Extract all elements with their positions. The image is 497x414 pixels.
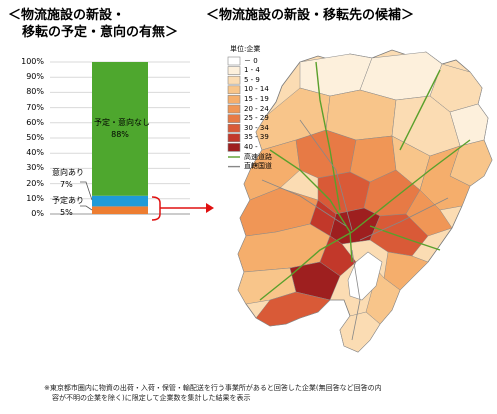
legend-label: 30 - 34: [244, 123, 269, 132]
label-plan-value: 5%: [60, 208, 73, 217]
expressway-4: [369, 225, 441, 251]
legend-swatch: [227, 85, 241, 95]
legend-swatch: [227, 104, 241, 114]
map-region-8: [243, 139, 301, 201]
tokyo-bay: [347, 251, 383, 301]
left-title-line1: ＜物流施設の新設・: [8, 8, 126, 23]
legend-swatch: [227, 114, 241, 123]
legend-label: 35 - 39: [244, 133, 269, 142]
expressway-5: [399, 69, 441, 151]
y-tick-label: 10%: [26, 193, 44, 203]
expressway-2: [259, 231, 353, 301]
map-region-9: [295, 129, 357, 179]
y-tick-label: 20%: [26, 178, 44, 188]
legend-label: 20 - 24: [244, 104, 269, 113]
national-road-2: [299, 119, 353, 231]
legend-label: 1 - 4: [244, 66, 260, 75]
y-tick-label: 0%: [31, 209, 44, 218]
label-no-plan-value: 88%: [111, 130, 129, 139]
legend-label: 10 - 14: [244, 85, 269, 94]
right-title: ＜物流施設の新設・移転先の候補＞: [206, 8, 415, 23]
legend-swatch: [227, 123, 241, 133]
national-road-1: [359, 197, 449, 241]
label-plan: 予定あり: [52, 196, 84, 205]
bar-segment-0: [92, 206, 148, 214]
legend-label: 40 -: [244, 142, 258, 151]
national-road-3: [351, 249, 361, 341]
footnote-line1: ※東京都市圏内に物資の出荷・入荷・保管・輸配送を行う事業所があると回答した企業(…: [44, 384, 382, 392]
y-tick-label: 40%: [26, 148, 44, 158]
y-tick-label: 30%: [26, 163, 44, 173]
legend-swatch: [227, 143, 241, 152]
footnote-line2: 容が不明の企業を除く)に限定して企業数を集計した結果を表示: [52, 394, 251, 402]
legend-label: 25 - 29: [244, 114, 269, 123]
leader-line-intent: [80, 181, 93, 201]
legend-line-label: 直轄国道: [244, 162, 272, 171]
label-no-plan: 予定・意向なし: [94, 118, 150, 127]
map-region-27: [339, 311, 381, 353]
bar-segment-2: [92, 62, 148, 196]
legend-line-label: 高速道路: [244, 152, 272, 161]
expressway-1: [351, 139, 471, 233]
expressway-0: [269, 149, 353, 263]
label-intent-value: 7%: [60, 180, 73, 189]
leader-line-plan: [80, 205, 93, 211]
legend-swatch: [227, 133, 241, 143]
expressway-3: [315, 61, 341, 211]
y-tick-label: 100%: [21, 57, 44, 66]
y-tick-label: 90%: [26, 72, 44, 82]
map-region-5: [325, 89, 397, 141]
legend-swatch: [227, 56, 241, 66]
arrow-head: [206, 203, 214, 213]
legend-swatch: [227, 66, 241, 75]
bracket: [151, 196, 161, 221]
legend-label: 5 - 9: [244, 75, 260, 84]
map-region-21: [319, 235, 357, 277]
legend-swatch: [227, 95, 241, 104]
legend-swatch: [227, 75, 241, 85]
map-region-1: [359, 51, 443, 101]
map-region-24: [255, 291, 331, 327]
y-tick-label: 70%: [26, 102, 44, 112]
national-road-0: [261, 179, 347, 227]
label-intent: 意向あり: [52, 168, 84, 177]
map-region-15: [405, 189, 453, 237]
legend-unit: 単位:企業: [230, 45, 261, 53]
y-tick-label: 80%: [26, 87, 44, 97]
y-tick-label: 60%: [26, 117, 44, 127]
map-region-23: [289, 261, 341, 301]
y-tick-label: 50%: [26, 133, 44, 142]
legend-label: － 0: [244, 56, 258, 65]
left-title-line2: 移転の予定・意向の有無＞: [22, 25, 179, 40]
bar-segment-1: [92, 195, 148, 207]
legend-label: 15 - 19: [244, 94, 269, 103]
